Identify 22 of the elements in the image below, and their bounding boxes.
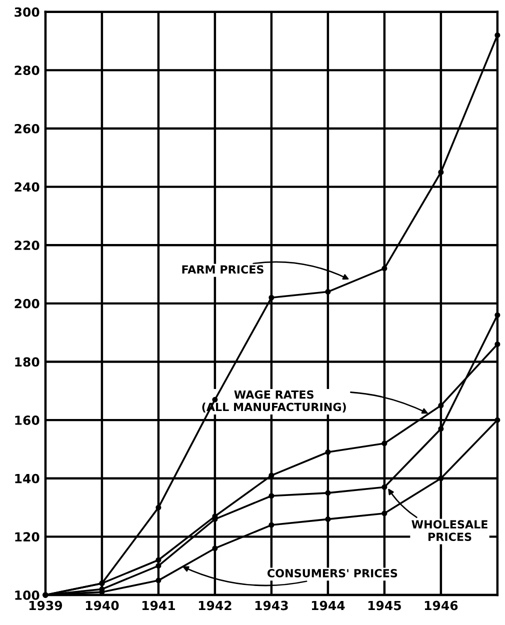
annotation: FARM PRICES (182, 265, 264, 274)
y-tick-label: 180 (15, 357, 40, 367)
annotation: CONSUMERS' PRICES (267, 568, 398, 578)
y-tick-label: 260 (14, 124, 40, 134)
x-tick-label: 1945 (368, 600, 401, 610)
y-tick-label: 220 (14, 240, 40, 250)
y-tick-label: 160 (15, 416, 40, 425)
y-tick-label: 120 (15, 532, 40, 542)
y-tick-label: 140 (15, 474, 40, 484)
x-tick-label: 1946 (424, 600, 458, 610)
x-tick-label: 1942 (198, 600, 232, 610)
x-tick-label: 1943 (255, 600, 288, 610)
y-tick-label: 300 (14, 7, 40, 17)
y-tick-label: 240 (14, 182, 40, 192)
y-tick-label: 280 (14, 66, 40, 76)
x-tick-label: 1944 (312, 600, 345, 610)
x-tick-label: 1940 (86, 600, 119, 610)
annotation: WHOLESALE PRICES (412, 520, 488, 542)
x-tick-label: 1939 (29, 600, 62, 610)
x-tick-label: 1941 (142, 600, 175, 610)
y-tick-label: 200 (14, 298, 40, 308)
y-tick-label: 100 (15, 590, 40, 600)
